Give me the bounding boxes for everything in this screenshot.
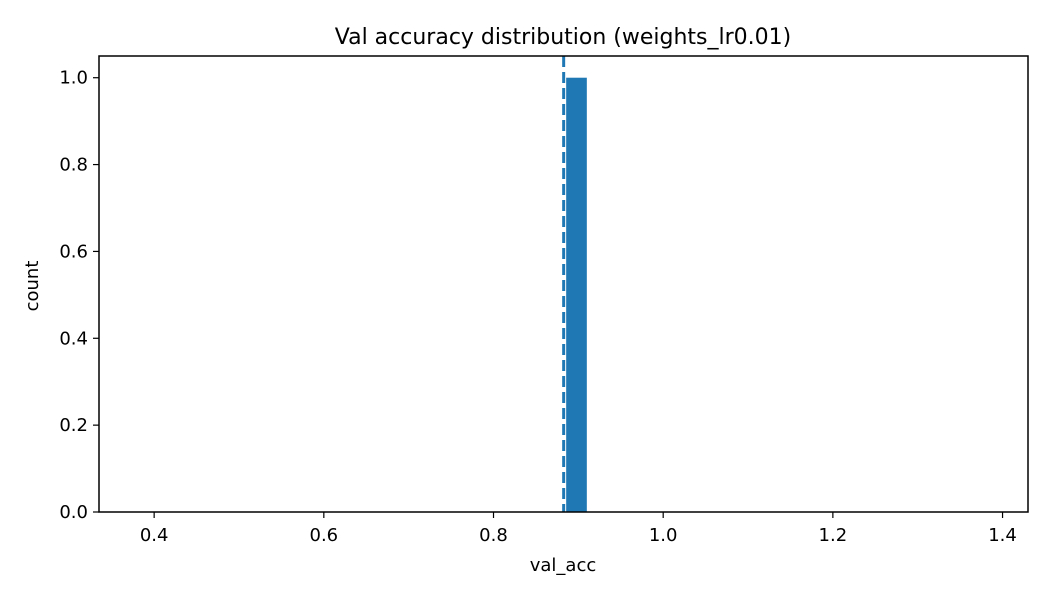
y-tick-label: 1.0: [59, 68, 88, 89]
y-tick-label: 0.0: [59, 502, 88, 523]
axis-ticks: 0.4 0.6 0.8 1.0 1.2 1.4 0.0 0.2 0.4 0.6 0.8 1.0: [59, 68, 1017, 546]
y-tick-label: 0.4: [59, 328, 88, 349]
y-tick-label: 0.6: [59, 241, 88, 262]
histogram-bar-0: [563, 77, 587, 512]
x-tick-label: 1.4: [988, 525, 1017, 546]
x-axis-label: val_acc: [530, 555, 597, 576]
y-tick-label: 0.2: [59, 415, 88, 436]
plot-frame: [98, 55, 1029, 513]
x-tick-label: 0.4: [140, 525, 169, 546]
bars: [563, 77, 587, 512]
x-tick-label: 1.0: [649, 525, 678, 546]
chart-title: Val accuracy distribution (weights_lr0.0…: [335, 25, 792, 50]
x-tick-label: 1.2: [819, 525, 848, 546]
x-tick-label: 0.8: [479, 525, 508, 546]
y-tick-label: 0.8: [59, 155, 88, 176]
y-axis-label: count: [22, 261, 43, 312]
x-tick-label: 0.6: [310, 525, 339, 546]
